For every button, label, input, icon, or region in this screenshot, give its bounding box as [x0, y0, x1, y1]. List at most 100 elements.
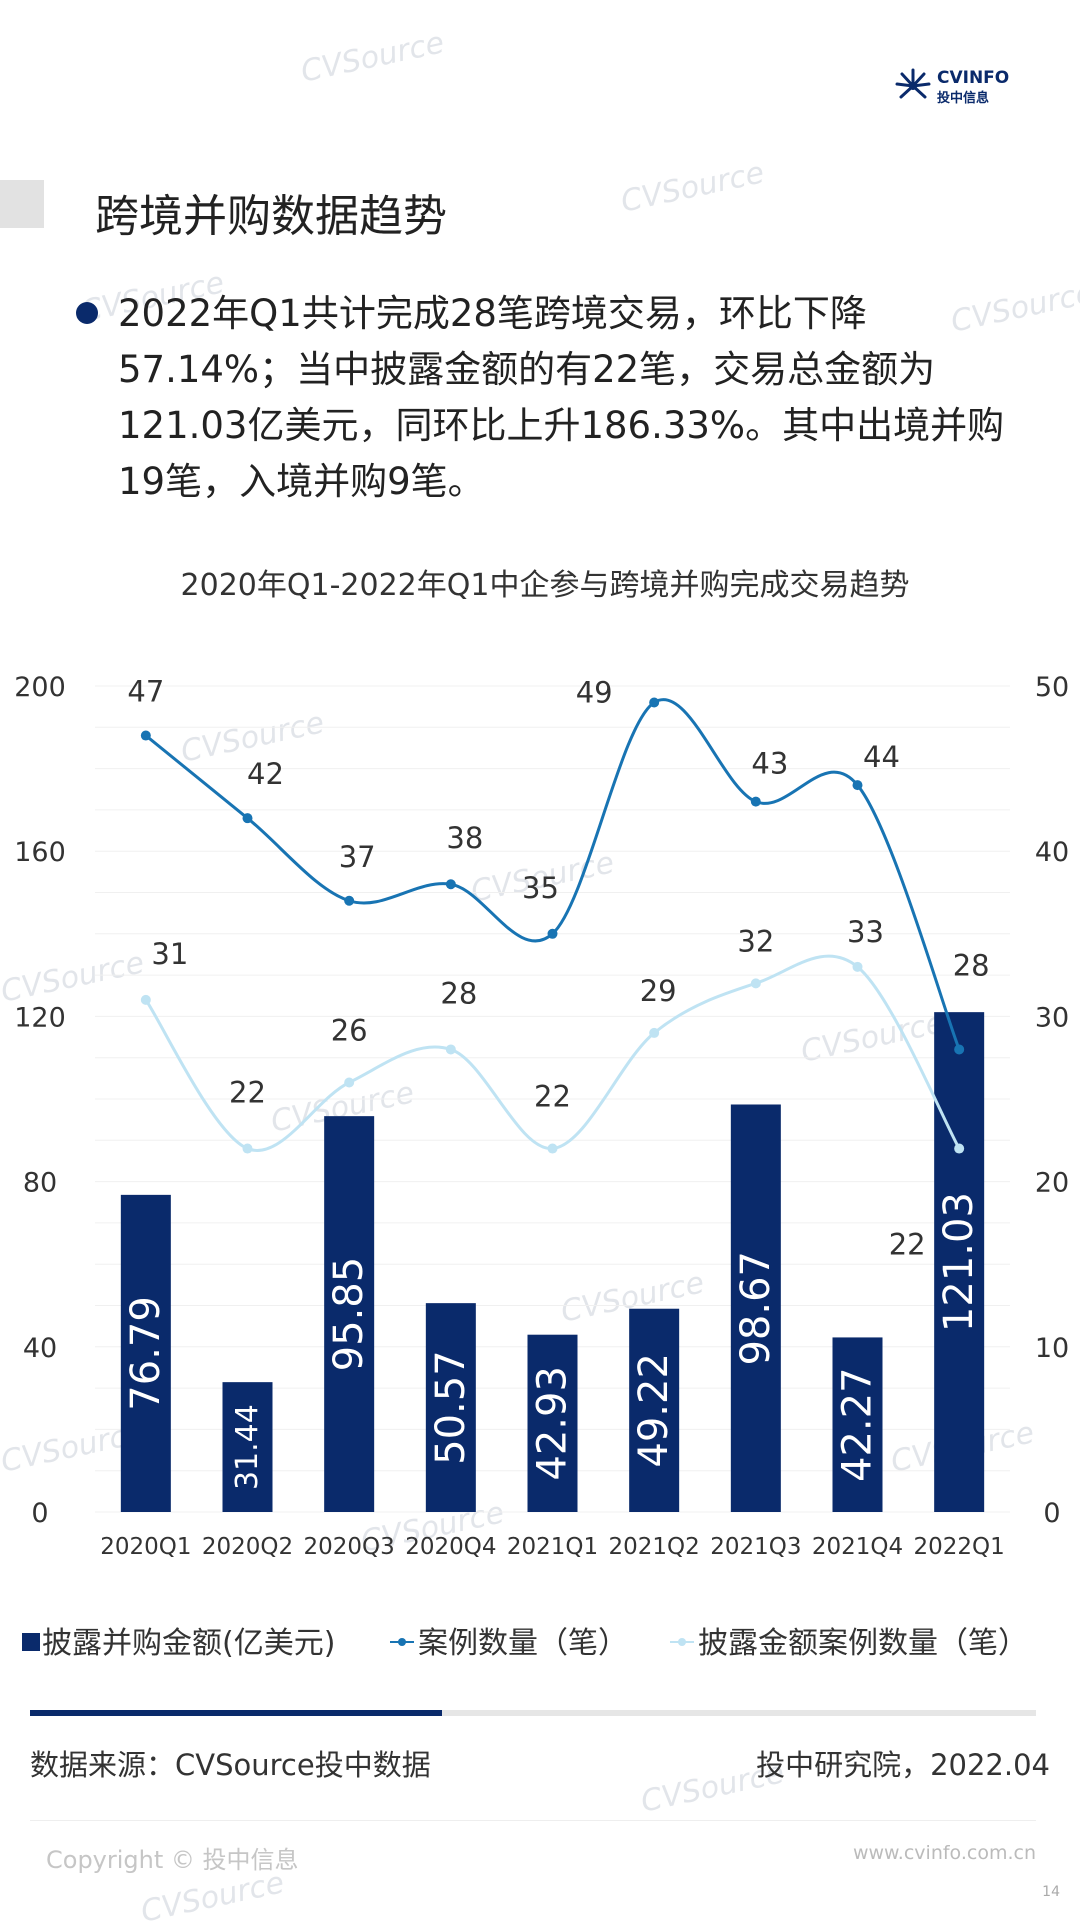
y-right-tick-label: 50: [1035, 672, 1069, 703]
legend-swatch-line: [670, 1635, 694, 1649]
cvinfo-logo-icon: [895, 68, 931, 99]
bar-value-label: 42.93: [530, 1366, 576, 1481]
progress-fill: [30, 1710, 443, 1716]
y-right-tick-label: 30: [1035, 1002, 1069, 1033]
x-tick-label: 2020Q4: [405, 1534, 496, 1560]
point-value-label: 29: [640, 974, 677, 1008]
bar: [222, 1382, 273, 1512]
x-tick-label: 2020Q1: [100, 1534, 191, 1560]
series-point: [649, 697, 660, 708]
line-series: [140, 697, 965, 1154]
series-point: [344, 1077, 355, 1088]
y-left-tick-label: 120: [14, 1002, 66, 1033]
legend-label: 披露并购金额(亿美元): [42, 1626, 336, 1661]
point-value-label: 49: [576, 676, 613, 710]
bar-value-label: 42.27: [835, 1367, 881, 1482]
y-left-tick-label: 0: [31, 1498, 48, 1529]
legend-item-disclosed-count: 披露金额案例数量（笔）: [670, 1618, 1028, 1662]
x-tick-label: 2022Q1: [914, 1534, 1005, 1560]
point-value-label: 37: [339, 840, 376, 874]
watermark: CVSource: [297, 25, 448, 90]
chart-legend: 披露并购金额(亿美元) 案例数量（笔） 披露金额案例数量（笔）: [22, 1618, 1072, 1662]
y-right-tick-label: 10: [1035, 1333, 1069, 1364]
website-link[interactable]: www.cvinfo.com.cn: [852, 1842, 1036, 1864]
logo-brand-cn: 投中信息: [937, 91, 990, 106]
series-point: [140, 730, 151, 741]
progress-bar: [30, 1710, 1036, 1716]
series-line: [144, 954, 961, 1152]
bar-value-label: 50.57: [428, 1350, 474, 1465]
watermark: CVSource: [617, 155, 768, 220]
trend-chart: 2020年Q1-2022年Q1中企参与跨境并购完成交易趋势 76.79 31.44…: [14, 568, 1069, 1560]
page-title: 跨境并购数据趋势: [95, 191, 447, 242]
title-accent-bar: [0, 180, 44, 228]
legend-item-deal-count: 案例数量（笔）: [390, 1618, 628, 1662]
point-value-label: 22: [889, 1228, 926, 1262]
point-value-label: 22: [229, 1076, 266, 1110]
x-tick-label: 2021Q2: [609, 1534, 700, 1560]
point-value-label: 44: [863, 740, 900, 774]
bar: [934, 1012, 985, 1512]
series-point: [242, 813, 253, 824]
point-value-label: 28: [440, 976, 477, 1010]
bar-value-label: 49.22: [631, 1353, 677, 1468]
series-point: [140, 994, 151, 1005]
series-point: [750, 796, 761, 807]
x-tick-label: 2021Q1: [507, 1534, 598, 1560]
x-tick-label: 2021Q4: [812, 1534, 903, 1560]
series-point: [445, 879, 456, 890]
data-labels: 76.79 31.44 95.85 50.57 42.93 49.22 98.67 42.27…: [123, 675, 990, 1490]
point-value-label: 43: [751, 747, 788, 781]
series-point: [954, 1044, 965, 1055]
report-credit: 投中研究院，2022.04: [756, 1748, 1050, 1782]
series-point: [547, 928, 558, 939]
axes: 0 40 80 120 160 200 0 10 20 30 40 50 2020Q1 2020Q2 202…: [14, 672, 1069, 1560]
bar: [832, 1337, 883, 1512]
bar-series: [120, 1012, 985, 1512]
bar-value-label: 95.85: [326, 1257, 372, 1372]
point-value-label: 42: [247, 757, 284, 791]
bar: [730, 1104, 781, 1512]
x-tick-label: 2020Q2: [202, 1534, 293, 1560]
legend-label: 案例数量（笔）: [418, 1626, 628, 1661]
x-tick-label: 2021Q3: [710, 1534, 801, 1560]
point-value-label: 22: [534, 1080, 571, 1114]
legend-item-amount: 披露并购金额(亿美元): [22, 1618, 335, 1662]
y-left-tick-label: 40: [23, 1333, 57, 1364]
bar: [527, 1334, 578, 1512]
y-right-tick-label: 20: [1035, 1168, 1069, 1199]
series-point: [445, 1044, 456, 1055]
point-value-label: 31: [151, 937, 188, 971]
legend-swatch-line: [390, 1635, 414, 1649]
footer-divider: [30, 1820, 1036, 1821]
point-value-label: 35: [522, 871, 559, 905]
series-line: [144, 698, 961, 1050]
series-point: [852, 780, 863, 791]
series-point: [954, 1143, 965, 1154]
legend-swatch-bar: [22, 1633, 40, 1651]
data-source: 数据来源：CVSource投中数据: [30, 1748, 431, 1782]
x-tick-label: 2020Q3: [304, 1534, 395, 1560]
bar-value-label: 98.67: [733, 1251, 779, 1366]
point-value-label: 47: [127, 675, 164, 709]
point-value-label: 38: [446, 821, 483, 855]
bar: [425, 1303, 476, 1512]
bar: [324, 1116, 375, 1512]
series-point: [344, 895, 355, 906]
bar: [120, 1194, 171, 1512]
cvinfo-logo: CVINFO 投中信息: [893, 66, 1010, 106]
y-left-tick-label: 80: [23, 1168, 57, 1199]
page-number: 14: [1042, 1884, 1060, 1900]
point-value-label: 26: [331, 1013, 368, 1047]
series-point: [852, 961, 863, 972]
series-point: [649, 1027, 660, 1038]
y-right-tick-label: 0: [1043, 1498, 1060, 1529]
point-value-label: 32: [737, 924, 774, 958]
logo-brand: CVINFO: [937, 68, 1010, 88]
bullet-dot: [76, 302, 98, 324]
chart-title: 2020年Q1-2022年Q1中企参与跨境并购完成交易趋势: [181, 568, 910, 603]
y-right-tick-label: 40: [1035, 837, 1069, 868]
y-left-tick-label: 160: [14, 837, 66, 868]
y-left-tick-label: 200: [14, 672, 66, 703]
series-point: [547, 1143, 558, 1154]
